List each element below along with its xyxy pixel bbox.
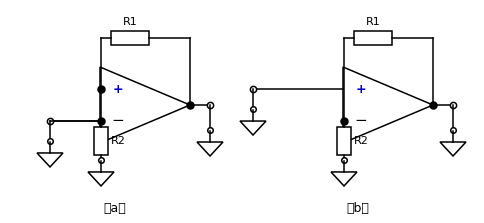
Text: −: −: [111, 114, 124, 128]
Text: −: −: [354, 114, 366, 128]
Bar: [336, 127, 350, 155]
Text: +: +: [355, 83, 365, 95]
Text: +: +: [112, 83, 123, 95]
Text: R1: R1: [122, 17, 137, 27]
Bar: [111, 31, 149, 45]
Text: R2: R2: [111, 136, 126, 146]
Text: R1: R1: [365, 17, 379, 27]
Text: （b）: （b）: [346, 202, 369, 215]
Bar: [353, 31, 391, 45]
Bar: [94, 127, 108, 155]
Text: （a）: （a）: [104, 202, 126, 215]
Text: R2: R2: [353, 136, 368, 146]
